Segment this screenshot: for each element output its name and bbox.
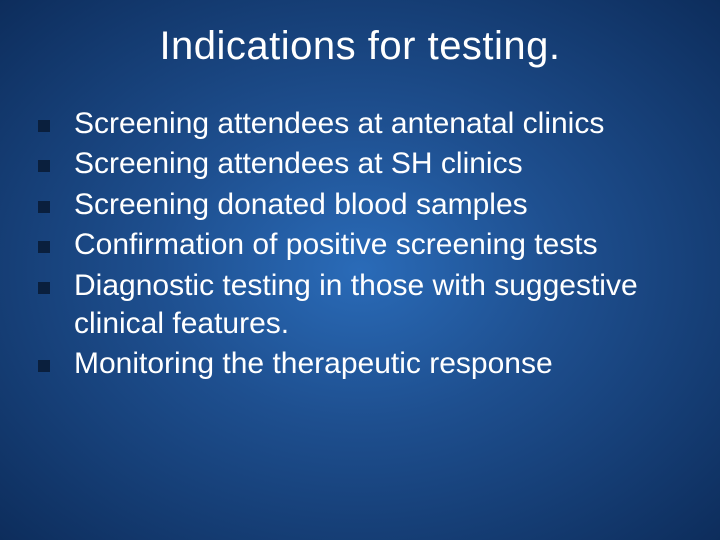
list-item: Confirmation of positive screening tests	[38, 226, 690, 264]
list-item: Screening attendees at antenatal clinics	[38, 105, 690, 143]
bullet-text: Screening donated blood samples	[74, 186, 528, 224]
list-item: Monitoring the therapeutic response	[38, 345, 690, 383]
list-item: Screening attendees at SH clinics	[38, 145, 690, 183]
bullet-square-icon	[38, 282, 50, 294]
slide-title: Indications for testing.	[0, 0, 720, 105]
bullet-square-icon	[38, 160, 50, 172]
bullet-text: Monitoring the therapeutic response	[74, 345, 553, 383]
bullet-square-icon	[38, 360, 50, 372]
list-item: Diagnostic testing in those with suggest…	[38, 267, 690, 344]
bullet-text: Screening attendees at antenatal clinics	[74, 105, 604, 143]
list-item: Screening donated blood samples	[38, 186, 690, 224]
slide-content: Screening attendees at antenatal clinics…	[0, 105, 720, 384]
slide: Indications for testing. Screening atten…	[0, 0, 720, 540]
bullet-square-icon	[38, 120, 50, 132]
bullet-text: Confirmation of positive screening tests	[74, 226, 598, 264]
bullet-square-icon	[38, 201, 50, 213]
bullet-text: Screening attendees at SH clinics	[74, 145, 523, 183]
bullet-square-icon	[38, 241, 50, 253]
bullet-text: Diagnostic testing in those with suggest…	[74, 267, 690, 344]
